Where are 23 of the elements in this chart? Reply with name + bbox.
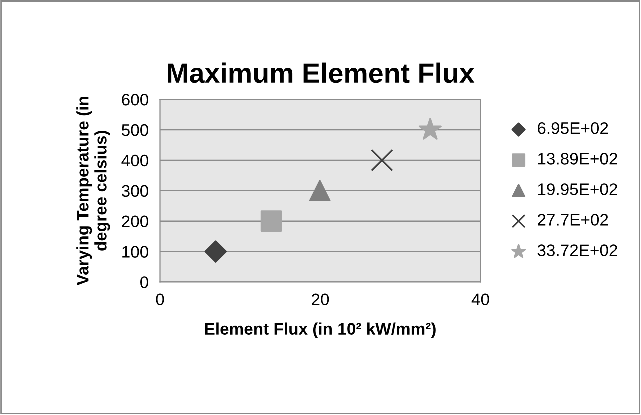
point [204,240,228,263]
point [309,180,331,202]
x-tick-label: 20 [312,294,330,306]
x-axis-title: Element Flux (in 10² kW/mm²) [205,322,436,338]
legend-label: 33.72E+02 [538,244,618,256]
y-tick-label: 0 [140,276,148,288]
y-tick-label: 500 [122,124,148,136]
y-tick-label: 100 [122,246,148,258]
legend-label: 6.95E+02 [538,122,608,134]
y-tick-label: 600 [122,94,148,106]
y-axis-title: Varying Temperature (in degree celsius) [76,97,110,286]
legend-label: 13.89E+02 [538,153,618,165]
x-tick-label: 0 [156,294,164,306]
y-tick-label: 200 [122,216,148,228]
legend-label: 19.95E+02 [538,184,618,196]
point [418,118,442,140]
chart-title: Maximum Element Flux [168,62,475,84]
point [371,149,394,172]
legend-label: 27.7E+02 [538,214,608,226]
y-tick-label: 300 [122,185,148,198]
y-tick-label: 400 [122,154,148,167]
point [260,210,282,232]
x-tick-label: 40 [472,294,490,306]
